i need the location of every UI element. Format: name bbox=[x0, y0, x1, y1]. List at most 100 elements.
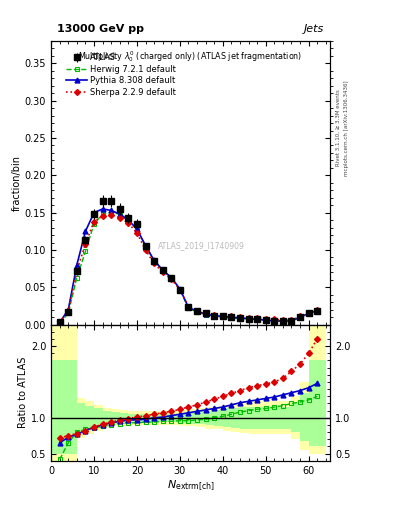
Pythia 8.308 default bbox=[306, 310, 311, 316]
Pythia 8.308 default bbox=[118, 211, 122, 217]
Pythia 8.308 default bbox=[281, 318, 285, 324]
Line: Herwig 7.2.1 default: Herwig 7.2.1 default bbox=[57, 210, 320, 326]
Herwig 7.2.1 default bbox=[272, 318, 277, 324]
Herwig 7.2.1 default bbox=[298, 314, 303, 320]
Sherpa 2.2.9 default bbox=[263, 315, 268, 322]
Herwig 7.2.1 default bbox=[212, 313, 217, 319]
Herwig 7.2.1 default bbox=[83, 248, 88, 254]
Herwig 7.2.1 default bbox=[134, 226, 139, 232]
Herwig 7.2.1 default bbox=[229, 315, 234, 321]
Sherpa 2.2.9 default bbox=[126, 220, 131, 226]
Sherpa 2.2.9 default bbox=[178, 287, 182, 293]
Text: Jets: Jets bbox=[304, 24, 325, 34]
Text: Multiplicity $\lambda_0^0$ (charged only) (ATLAS jet fragmentation): Multiplicity $\lambda_0^0$ (charged only… bbox=[79, 50, 303, 65]
Pythia 8.308 default bbox=[152, 258, 156, 264]
Herwig 7.2.1 default bbox=[263, 317, 268, 323]
Sherpa 2.2.9 default bbox=[118, 215, 122, 221]
Herwig 7.2.1 default bbox=[66, 310, 71, 316]
Sherpa 2.2.9 default bbox=[229, 313, 234, 319]
Pythia 8.308 default bbox=[92, 209, 96, 216]
Pythia 8.308 default bbox=[298, 314, 303, 320]
Herwig 7.2.1 default bbox=[92, 221, 96, 227]
Herwig 7.2.1 default bbox=[246, 315, 251, 322]
Pythia 8.308 default bbox=[238, 315, 242, 321]
Pythia 8.308 default bbox=[246, 315, 251, 322]
Herwig 7.2.1 default bbox=[118, 211, 122, 217]
X-axis label: $N_{\mathrm{extrm[ch]}}$: $N_{\mathrm{extrm[ch]}}$ bbox=[167, 478, 215, 493]
Pythia 8.308 default bbox=[272, 318, 277, 324]
Pythia 8.308 default bbox=[134, 226, 139, 232]
Herwig 7.2.1 default bbox=[281, 318, 285, 324]
Sherpa 2.2.9 default bbox=[281, 317, 285, 323]
Pythia 8.308 default bbox=[83, 228, 88, 234]
Pythia 8.308 default bbox=[169, 274, 174, 281]
Sherpa 2.2.9 default bbox=[272, 316, 277, 323]
Herwig 7.2.1 default bbox=[203, 312, 208, 318]
Sherpa 2.2.9 default bbox=[289, 317, 294, 323]
Sherpa 2.2.9 default bbox=[100, 214, 105, 220]
Pythia 8.308 default bbox=[263, 317, 268, 323]
Sherpa 2.2.9 default bbox=[57, 319, 62, 326]
Sherpa 2.2.9 default bbox=[298, 313, 303, 319]
Sherpa 2.2.9 default bbox=[195, 308, 199, 314]
Sherpa 2.2.9 default bbox=[246, 315, 251, 321]
Pythia 8.308 default bbox=[255, 316, 259, 323]
Pythia 8.308 default bbox=[66, 307, 71, 313]
Sherpa 2.2.9 default bbox=[315, 307, 320, 313]
Pythia 8.308 default bbox=[203, 311, 208, 317]
Sherpa 2.2.9 default bbox=[75, 268, 79, 274]
Sherpa 2.2.9 default bbox=[92, 219, 96, 225]
Pythia 8.308 default bbox=[109, 207, 114, 214]
Pythia 8.308 default bbox=[289, 318, 294, 324]
Herwig 7.2.1 default bbox=[306, 310, 311, 316]
Y-axis label: Ratio to ATLAS: Ratio to ATLAS bbox=[18, 357, 28, 429]
Herwig 7.2.1 default bbox=[178, 287, 182, 293]
Text: 13000 GeV pp: 13000 GeV pp bbox=[57, 24, 144, 34]
Herwig 7.2.1 default bbox=[195, 309, 199, 315]
Sherpa 2.2.9 default bbox=[109, 212, 114, 218]
Pythia 8.308 default bbox=[212, 313, 217, 319]
Pythia 8.308 default bbox=[100, 206, 105, 212]
Pythia 8.308 default bbox=[143, 243, 148, 249]
Text: Rivet 3.1.10, ≥ 3.3M events: Rivet 3.1.10, ≥ 3.3M events bbox=[336, 90, 341, 166]
Herwig 7.2.1 default bbox=[109, 209, 114, 216]
Sherpa 2.2.9 default bbox=[255, 315, 259, 321]
Herwig 7.2.1 default bbox=[169, 274, 174, 281]
Pythia 8.308 default bbox=[178, 286, 182, 292]
Pythia 8.308 default bbox=[75, 262, 79, 268]
Line: Sherpa 2.2.9 default: Sherpa 2.2.9 default bbox=[58, 213, 320, 325]
Sherpa 2.2.9 default bbox=[186, 304, 191, 310]
Sherpa 2.2.9 default bbox=[306, 310, 311, 316]
Pythia 8.308 default bbox=[315, 307, 320, 313]
Pythia 8.308 default bbox=[160, 267, 165, 273]
Sherpa 2.2.9 default bbox=[169, 276, 174, 282]
Herwig 7.2.1 default bbox=[143, 243, 148, 249]
Herwig 7.2.1 default bbox=[160, 267, 165, 273]
Sherpa 2.2.9 default bbox=[220, 313, 225, 319]
Herwig 7.2.1 default bbox=[255, 316, 259, 323]
Pythia 8.308 default bbox=[57, 319, 62, 326]
Herwig 7.2.1 default bbox=[186, 305, 191, 311]
Herwig 7.2.1 default bbox=[289, 318, 294, 324]
Sherpa 2.2.9 default bbox=[160, 269, 165, 275]
Pythia 8.308 default bbox=[126, 217, 131, 223]
Herwig 7.2.1 default bbox=[315, 308, 320, 314]
Y-axis label: fraction/bin: fraction/bin bbox=[12, 155, 22, 211]
Pythia 8.308 default bbox=[220, 313, 225, 319]
Pythia 8.308 default bbox=[229, 314, 234, 320]
Pythia 8.308 default bbox=[195, 308, 199, 314]
Legend: ATLAS, Herwig 7.2.1 default, Pythia 8.308 default, Sherpa 2.2.9 default: ATLAS, Herwig 7.2.1 default, Pythia 8.30… bbox=[64, 51, 179, 99]
Herwig 7.2.1 default bbox=[152, 258, 156, 264]
Sherpa 2.2.9 default bbox=[143, 247, 148, 253]
Herwig 7.2.1 default bbox=[126, 217, 131, 223]
Sherpa 2.2.9 default bbox=[212, 312, 217, 318]
Herwig 7.2.1 default bbox=[57, 320, 62, 326]
Sherpa 2.2.9 default bbox=[203, 310, 208, 316]
Sherpa 2.2.9 default bbox=[134, 230, 139, 236]
Herwig 7.2.1 default bbox=[75, 274, 79, 281]
Herwig 7.2.1 default bbox=[220, 314, 225, 320]
Sherpa 2.2.9 default bbox=[66, 308, 71, 314]
Pythia 8.308 default bbox=[186, 305, 191, 311]
Text: ATLAS_2019_I1740909: ATLAS_2019_I1740909 bbox=[158, 241, 245, 250]
Herwig 7.2.1 default bbox=[100, 211, 105, 217]
